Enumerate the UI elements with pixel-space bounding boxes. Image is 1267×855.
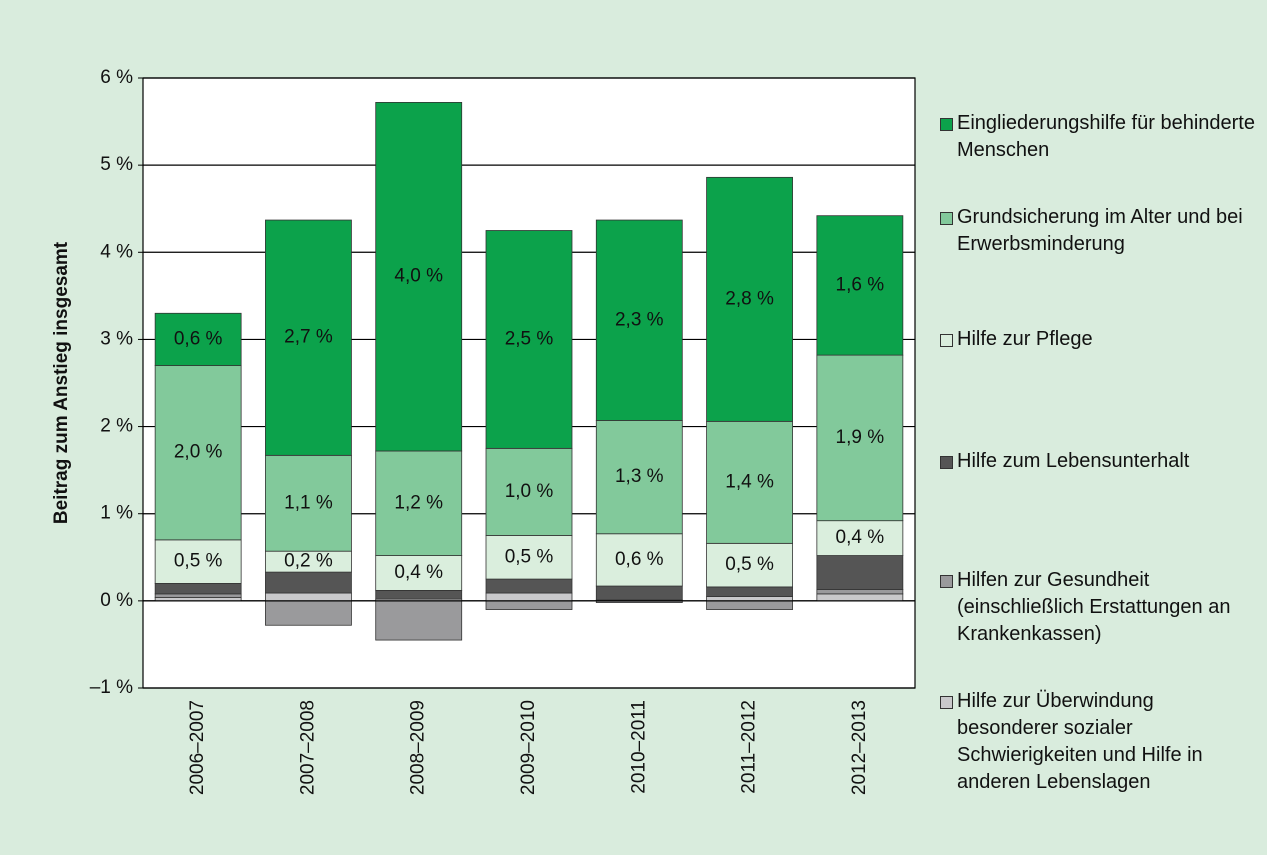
bar-segment — [265, 600, 352, 626]
data-label: 1,1 % — [284, 492, 333, 513]
bar-segment — [816, 215, 904, 356]
bar-segment — [485, 592, 573, 602]
data-label: 1,4 % — [725, 471, 774, 492]
data-label: 1,3 % — [615, 466, 664, 487]
bar-segment — [375, 600, 463, 641]
data-label: 4,0 % — [394, 266, 443, 287]
legend-label: Hilfe zur Überwindung besonderer soziale… — [957, 690, 1203, 793]
plot-border — [142, 77, 916, 689]
bar-segment — [816, 589, 904, 595]
legend-swatch — [940, 456, 953, 469]
bar-segment — [595, 420, 683, 535]
data-label: 1,6 % — [836, 274, 885, 295]
data-label: 2,8 % — [725, 288, 774, 309]
legend-entry: Grundsicherung im Alter und bei Erwerbsm… — [940, 204, 1258, 258]
legend-swatch — [940, 118, 953, 131]
legend-entry: Hilfe zur Pflege — [940, 326, 1258, 353]
bar-segment — [154, 593, 242, 598]
bar-segment — [706, 600, 793, 610]
legend-entry: Eingliederungshilfe für behinderte Mensc… — [940, 110, 1258, 164]
data-label: 0,5 % — [174, 551, 223, 572]
y-tick-label: 3 % — [100, 328, 133, 349]
legend-entry: Hilfe zum Lebensunterhalt — [940, 448, 1258, 475]
data-label: 2,3 % — [615, 309, 664, 330]
data-label: 2,0 % — [174, 442, 223, 463]
bar-segment — [816, 593, 904, 602]
legend-label: Grundsicherung im Alter und bei Erwerbsm… — [957, 206, 1243, 255]
legend-swatch — [940, 696, 953, 709]
x-tick-label: 2010–2011 — [628, 700, 649, 794]
bar-segment — [265, 592, 352, 602]
bar-segment — [816, 520, 904, 556]
legend-label: Hilfen zur Gesundheit (einschließlich Er… — [957, 569, 1231, 645]
data-label: 1,0 % — [505, 481, 554, 502]
y-tick-label: 5 % — [100, 154, 133, 175]
y-tick-label: 1 % — [100, 503, 133, 524]
x-tick-label: 2012–2013 — [849, 700, 870, 795]
data-label: 0,2 % — [284, 551, 333, 572]
x-tick-label: 2011–2012 — [739, 700, 760, 794]
bar-segment — [375, 590, 463, 600]
data-label: 0,4 % — [394, 562, 443, 583]
data-label: 1,2 % — [394, 492, 443, 513]
bar-segment — [375, 450, 463, 556]
legend-label: Hilfe zum Lebensunterhalt — [957, 450, 1190, 472]
x-tick-label: 2006–2007 — [187, 700, 208, 795]
x-tick-label: 2008–2009 — [408, 700, 429, 795]
legend-swatch — [940, 212, 953, 225]
bar-segment — [706, 596, 793, 602]
bar-segment — [154, 365, 242, 541]
data-label: 0,6 % — [174, 328, 223, 349]
bar-segment — [265, 219, 352, 456]
bar-segment — [706, 586, 793, 597]
y-tick-label: 0 % — [100, 590, 133, 611]
data-label: 0,5 % — [505, 546, 554, 567]
data-label: 0,6 % — [615, 549, 664, 570]
bar-segment — [816, 555, 904, 590]
legend-label: Hilfe zur Pflege — [957, 328, 1093, 350]
bar-segment — [375, 102, 463, 452]
bar-segment — [485, 230, 573, 449]
bar-segment — [375, 555, 463, 591]
legend-entry: Hilfe zur Überwindung besonderer soziale… — [940, 688, 1258, 796]
bar-segment — [485, 578, 573, 594]
bar-segment — [706, 420, 793, 544]
bar-segment — [265, 571, 352, 594]
bar-segment — [485, 600, 573, 610]
y-tick-label: 2 % — [100, 416, 133, 437]
data-label: 0,4 % — [836, 527, 885, 548]
legend-swatch — [940, 575, 953, 588]
x-tick-label: 2007–2008 — [297, 700, 318, 795]
bar-segment — [154, 539, 242, 584]
y-axis-title: Beitrag zum Anstieg insgesamt — [51, 241, 72, 524]
legend-entry: Hilfen zur Gesundheit (einschließlich Er… — [940, 567, 1258, 648]
bar-segment — [706, 176, 793, 422]
bar-segment — [154, 312, 242, 366]
bar-segment — [595, 219, 683, 421]
data-label: 2,5 % — [505, 328, 554, 349]
x-tick-label: 2009–2010 — [518, 700, 539, 795]
data-label: 0,5 % — [725, 554, 774, 575]
bar-segment — [485, 447, 573, 536]
legend-label: Eingliederungshilfe für behinderte Mensc… — [957, 112, 1255, 161]
legend-swatch — [940, 334, 953, 347]
data-label: 1,9 % — [836, 427, 885, 448]
data-label: 2,7 % — [284, 327, 333, 348]
bar-segment — [816, 354, 904, 522]
y-tick-label: 4 % — [100, 241, 133, 262]
bar-segment — [154, 583, 242, 595]
y-tick-label: 6 % — [100, 67, 133, 88]
y-tick-label: –1 % — [90, 677, 133, 698]
bar-segment — [595, 585, 683, 601]
bar-segment — [265, 454, 352, 552]
